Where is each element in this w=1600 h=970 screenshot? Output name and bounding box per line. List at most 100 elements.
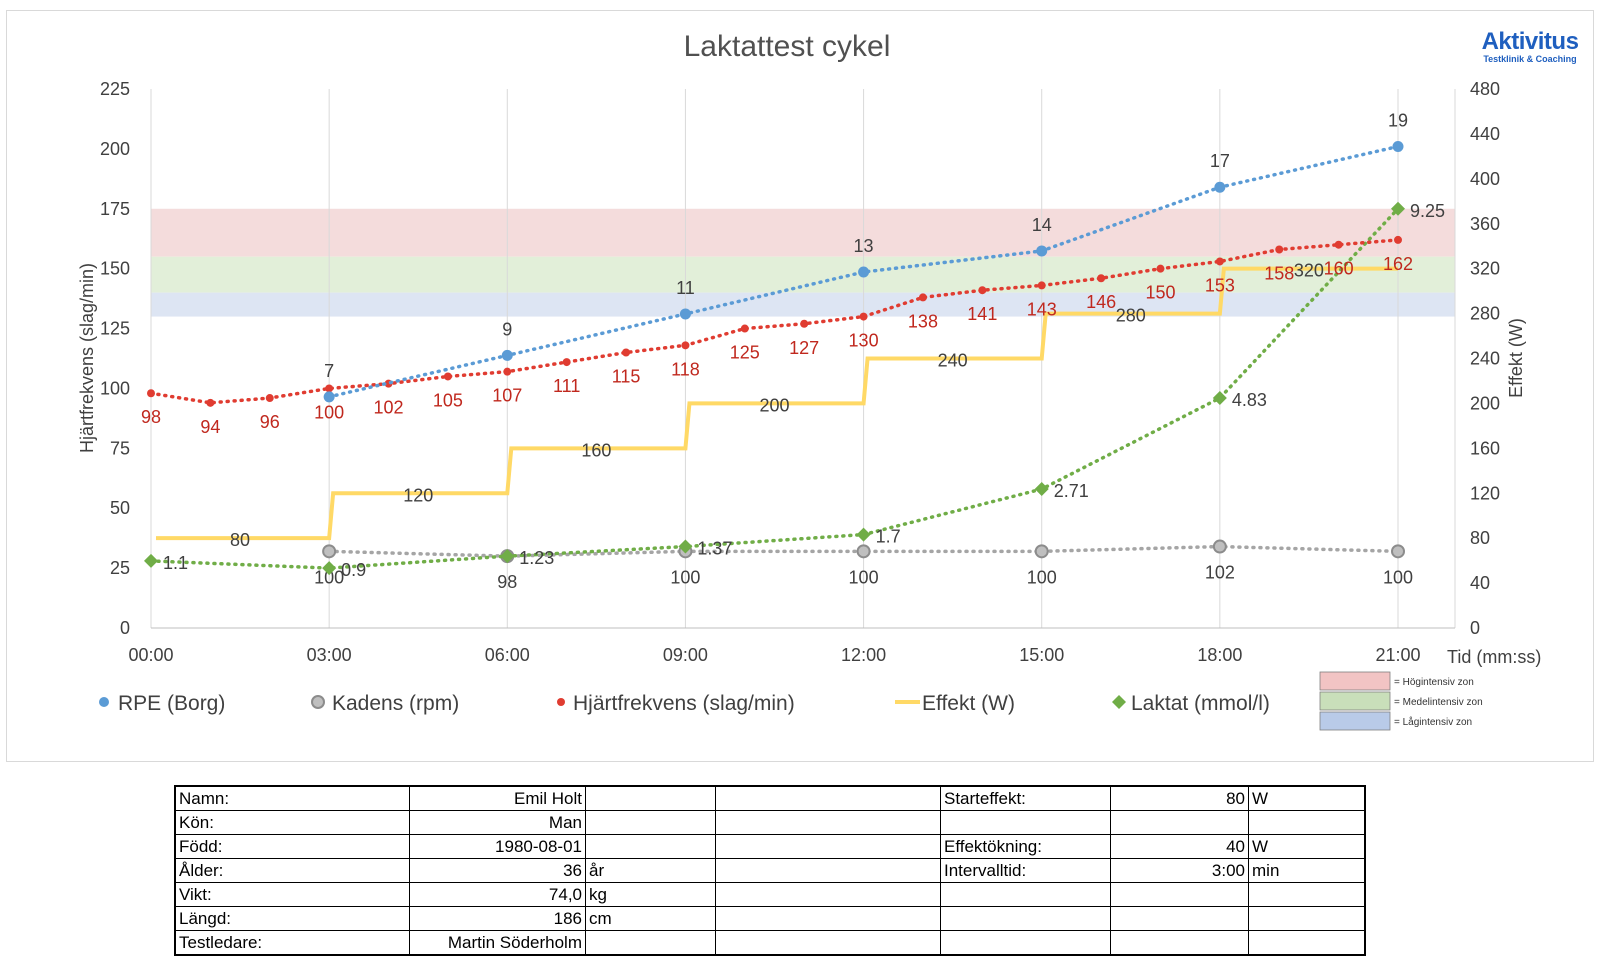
y-left-tick-label: 175 [100,199,130,219]
laktat-data-label: 2.71 [1054,481,1089,501]
info-row: Vikt: 74,0 kg [174,882,1366,907]
lactate-test-chart: Laktattest cykel 0 25 50 75 100 125 150 175 200 22… [77,30,1541,731]
laktat-marker [678,539,693,554]
info-cell: Namn: [174,785,410,811]
laktat-data-label: 1.7 [876,527,901,547]
x-axis-title: Tid (mm:ss) [1447,647,1541,667]
heart-rate-data-label: 100 [314,402,344,422]
info-cell [940,906,1111,931]
x-tick-label: 12:00 [841,645,886,665]
zone-band-2 [151,292,1455,317]
heart-rate-data-label: 102 [374,398,404,418]
rpe-data-label: 11 [676,278,695,298]
kadens-marker [1212,539,1227,554]
heart-rate-data-label: 125 [730,343,760,363]
y-left-tick-label: 50 [110,498,130,518]
y-left-tick-label: 150 [100,259,130,279]
test-info-table: Namn: Emil Holt Starteffekt: 80 W Kön: Man Född… [174,785,1366,956]
legend-kadens-label: Kadens (rpm) [332,692,459,715]
info-cell: 40 [1110,834,1249,859]
effekt-data-label: 80 [230,530,250,550]
zone-legend-swatch-1 [1319,691,1391,711]
y-right-axis-title: Effekt (W) [1506,318,1526,398]
info-cell [715,906,941,931]
info-cell: Intervalltid: [940,858,1111,883]
y-right-tick-label: 200 [1470,393,1500,413]
info-cell: min [1248,858,1366,883]
kadens-marker [1034,544,1049,559]
info-cell: 186 [409,906,586,931]
x-tick-label: 00:00 [128,645,173,665]
info-cell: W [1248,834,1366,859]
x-tick-label: 09:00 [663,645,708,665]
info-cell: kg [585,882,716,907]
heart-rate-data-label: 160 [1324,259,1354,279]
y-right-tick-label: 360 [1470,214,1500,234]
info-cell: Född: [174,834,410,859]
info-cell [940,882,1111,907]
heart-rate-data-label: 127 [789,338,819,358]
zone-legend-swatch-2 [1319,711,1391,731]
rpe-marker [1036,245,1048,257]
chart-frame [6,10,1594,762]
info-row: Testledare: Martin Söderholm [174,930,1366,956]
zone-band-0 [151,208,1455,257]
info-cell: Testledare: [174,930,410,956]
info-cell [1248,906,1366,931]
info-cell: Vikt: [174,882,410,907]
legend-hr-label: Hjärtfrekvens (slag/min) [573,692,795,715]
info-cell: Martin Söderholm [409,930,586,956]
laktat-data-label: 1.1 [163,553,188,573]
heart-rate-data-label: 115 [612,367,641,387]
info-cell: 36 [409,858,586,883]
laktat-data-label: 4.83 [1232,390,1267,410]
rpe-marker [501,349,513,361]
laktat-marker [322,561,337,576]
laktat-data-label: 1.37 [697,539,732,559]
info-cell: cm [585,906,716,931]
rpe-marker [679,308,691,320]
rpe-data-label: 17 [1210,151,1230,171]
heart-rate-marker [800,319,809,328]
heart-rate-data-label: 107 [492,386,522,406]
info-row: Född: 1980-08-01 Effektökning: 40 W [174,834,1366,859]
info-cell [940,930,1111,956]
y-left-tick-label: 75 [110,438,130,458]
info-cell [1248,930,1366,956]
kadens-data-label: 102 [1205,563,1235,583]
info-cell: 74,0 [409,882,586,907]
legend-hr-marker [557,698,565,706]
info-cell: 3:00 [1110,858,1249,883]
heart-rate-marker [622,348,631,357]
laktat-marker [500,549,515,564]
x-tick-label: 18:00 [1197,645,1242,665]
rpe-marker [1214,181,1226,193]
y-right-tick-label: 320 [1470,259,1500,279]
heart-rate-data-label: 150 [1145,283,1175,303]
y-right-tick-label: 280 [1470,304,1500,324]
heart-rate-marker [1097,274,1106,283]
legend-rpe-marker [99,697,109,707]
effekt-data-label: 280 [1116,306,1146,326]
laktat-line [149,207,1400,570]
legend-kadens-marker [311,695,325,709]
laktat-marker [856,527,871,542]
heart-rate-marker [740,324,749,333]
info-cell [585,834,716,859]
y-left-tick-label: 100 [100,378,130,398]
rpe-marker [858,266,870,278]
heart-rate-line [149,238,1400,405]
rpe-data-label: 13 [854,236,874,256]
info-cell [585,810,716,835]
info-cell [1110,930,1249,956]
info-cell: Kön: [174,810,410,835]
info-row: Ålder: 36 år Intervalltid: 3:00 min [174,858,1366,883]
x-tick-label: 06:00 [485,645,530,665]
effekt-step-line [156,266,1398,541]
laktat-data-label: 9.25 [1410,201,1445,221]
heart-rate-marker [206,398,215,407]
heart-rate-data-label: 143 [1027,299,1057,319]
legend-effekt-label: Effekt (W) [922,692,1015,715]
info-cell [715,858,941,883]
aktivitus-logo: Aktivitus Testklinik & Coaching [1470,30,1590,65]
